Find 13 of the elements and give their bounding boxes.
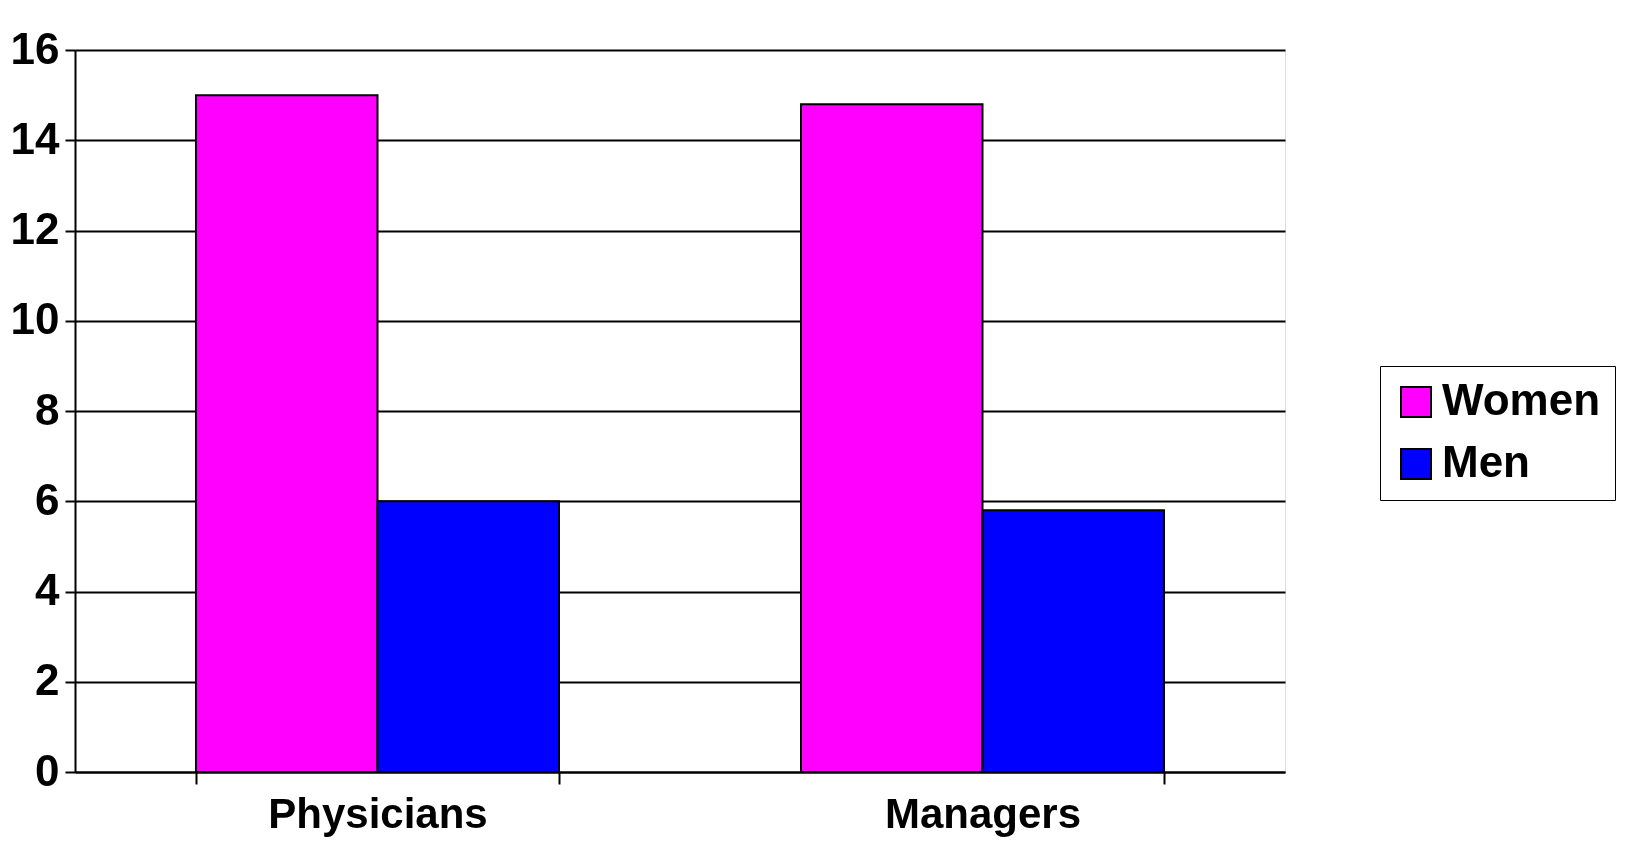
y-tick-label: 2: [35, 655, 60, 705]
x-tick-label: Managers: [884, 789, 1082, 837]
y-tick-label: 14: [10, 113, 61, 163]
y-tick-label: 10: [10, 294, 60, 344]
y-tick-label: 0: [35, 745, 60, 795]
y-tick-label: 4: [35, 565, 61, 614]
x-tick-label: Physicians: [268, 789, 488, 837]
legend-label: Women: [1442, 375, 1601, 424]
y-tick-label: 8: [35, 384, 60, 434]
y-tick-label: 12: [10, 204, 60, 253]
legend-label: Men: [1442, 437, 1530, 486]
y-tick-label: 16: [10, 23, 60, 73]
y-tick-label: 6: [35, 474, 60, 524]
